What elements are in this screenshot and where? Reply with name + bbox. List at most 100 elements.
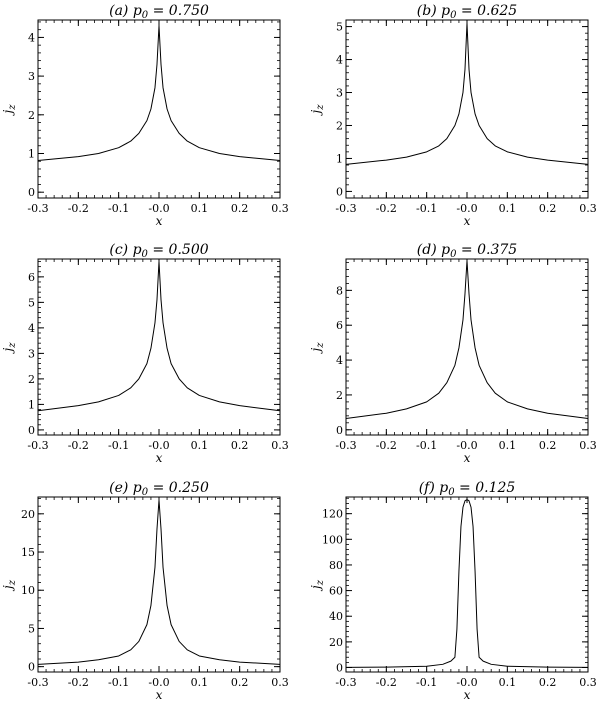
x-tick-label: -0.3	[335, 202, 356, 215]
panel-title: (d) p0 = 0.375	[417, 242, 517, 260]
plot-frame	[37, 19, 281, 199]
y-tick-label: 0	[336, 662, 343, 675]
x-tick-label: -0.1	[108, 676, 129, 689]
y-tick-label: 2	[336, 389, 343, 402]
y-tick-label: 20	[21, 508, 35, 521]
plot-frame	[37, 258, 281, 436]
x-tick-label: -0.3	[27, 676, 48, 689]
y-tick-label: 0	[28, 424, 35, 437]
y-tick-label: 2	[28, 373, 35, 386]
x-tick-label: -0.2	[376, 676, 397, 689]
x-tick-label: -0.1	[416, 439, 437, 452]
panel-title: (a) p0 = 0.750	[109, 3, 209, 21]
y-tick-label: 4	[336, 354, 343, 367]
x-tick-label: -0.2	[68, 439, 89, 452]
x-tick-label: -0.2	[68, 676, 89, 689]
y-tick-label: 8	[336, 284, 343, 297]
y-tick-label: 0	[336, 185, 343, 198]
series-line	[37, 261, 281, 412]
x-tick-label: 0.1	[499, 439, 517, 452]
y-tick-label: 3	[28, 70, 35, 83]
x-axis-label: x	[464, 214, 471, 228]
y-tick-label: 2	[28, 109, 35, 122]
x-axis-label: x	[464, 688, 471, 702]
x-tick-label: -0.3	[335, 439, 356, 452]
x-tick-label: -0.2	[68, 202, 89, 215]
y-tick-label: 40	[329, 610, 343, 623]
series-line	[37, 25, 281, 161]
x-tick-label: -0.3	[27, 439, 48, 452]
x-tick-label: -0.0	[456, 202, 477, 215]
panel-d: (d) p0 = 0.375 -0.3 -0.2 -0.1 -0.0 0.1 0.2 0.3 0…	[309, 242, 597, 465]
panel-a: (a) p0 = 0.750 -0.3 -0.2 -0.1 -0.0 0.1 0.2 0.3 0…	[1, 3, 289, 228]
y-tick-label: 5	[336, 21, 343, 34]
y-tick-label: 4	[28, 31, 35, 44]
y-tick-label: 4	[28, 322, 35, 335]
x-tick-label: -0.0	[148, 202, 169, 215]
x-tick-label: 0.2	[539, 202, 557, 215]
panel-f: (f) p0 = 0.125 -0.3 -0.2 -0.1 -0.0 0.1 0.2 0.3 0…	[309, 480, 597, 702]
x-tick-label: 0.1	[191, 202, 209, 215]
y-tick-label: 1	[28, 148, 35, 161]
x-tick-label: 0.1	[191, 439, 209, 452]
series-line	[345, 260, 589, 419]
y-tick-label: 60	[329, 585, 343, 598]
x-axis-label: x	[156, 451, 163, 465]
x-tick-label: 0.1	[191, 676, 209, 689]
x-tick-label: 0.1	[499, 676, 517, 689]
y-tick-label: 6	[336, 319, 343, 332]
panel-e: (e) p0 = 0.250 -0.3 -0.2 -0.1 -0.0 0.1 0.2 0.3 0…	[1, 480, 289, 702]
x-tick-label: -0.1	[416, 676, 437, 689]
y-tick-label: 2	[336, 119, 343, 132]
x-tick-label: -0.1	[108, 439, 129, 452]
x-tick-label: -0.0	[456, 676, 477, 689]
x-tick-label: 0.2	[231, 676, 249, 689]
x-tick-label: -0.0	[456, 439, 477, 452]
x-tick-label: 0.3	[271, 439, 289, 452]
panel-title: (b) p0 = 0.625	[417, 3, 517, 21]
x-axis-label: x	[464, 451, 471, 465]
y-tick-label: 0	[336, 424, 343, 437]
x-axis-label: x	[156, 214, 163, 228]
x-tick-label: -0.2	[376, 439, 397, 452]
x-tick-label: -0.2	[376, 202, 397, 215]
y-axis-label: jz	[1, 104, 18, 117]
y-tick-label: 5	[28, 622, 35, 635]
y-tick-label: 20	[329, 636, 343, 649]
plot-frame	[345, 258, 589, 436]
x-axis-label: x	[156, 688, 163, 702]
x-tick-label: 0.3	[271, 676, 289, 689]
x-tick-label: -0.1	[416, 202, 437, 215]
panel-c: (c) p0 = 0.500 -0.3 -0.2 -0.1 -0.0 0.1 0.2 0.3 0…	[1, 242, 289, 465]
x-tick-label: 0.3	[579, 439, 597, 452]
y-tick-label: 100	[322, 533, 343, 546]
y-axis-label: jz	[309, 342, 326, 355]
x-tick-label: 0.2	[539, 439, 557, 452]
y-tick-label: 6	[28, 271, 35, 284]
y-tick-label: 120	[322, 508, 343, 521]
y-tick-label: 10	[21, 584, 35, 597]
x-tick-label: 0.2	[231, 439, 249, 452]
y-axis-label: jz	[309, 579, 326, 592]
panel-title: (c) p0 = 0.500	[109, 242, 208, 260]
y-tick-label: 4	[336, 54, 343, 67]
y-axis-label: jz	[309, 104, 326, 117]
x-tick-label: 0.2	[231, 202, 249, 215]
plot-frame	[345, 496, 589, 673]
series-line	[345, 22, 589, 165]
y-tick-label: 3	[336, 87, 343, 100]
x-tick-label: 0.1	[499, 202, 517, 215]
x-tick-label: 0.3	[579, 676, 597, 689]
x-tick-label: -0.0	[148, 676, 169, 689]
panel-title: (f) p0 = 0.125	[419, 480, 516, 498]
y-tick-label: 3	[28, 347, 35, 360]
x-tick-label: 0.3	[579, 202, 597, 215]
y-axis-label: jz	[1, 342, 18, 355]
panel-b: (b) p0 = 0.625 -0.3 -0.2 -0.1 -0.0 0.1 0.2 0.3 0…	[309, 3, 597, 228]
y-tick-label: 0	[28, 186, 35, 199]
y-tick-label: 80	[329, 559, 343, 572]
x-tick-label: -0.0	[148, 439, 169, 452]
x-tick-label: -0.1	[108, 202, 129, 215]
x-tick-label: -0.3	[335, 676, 356, 689]
